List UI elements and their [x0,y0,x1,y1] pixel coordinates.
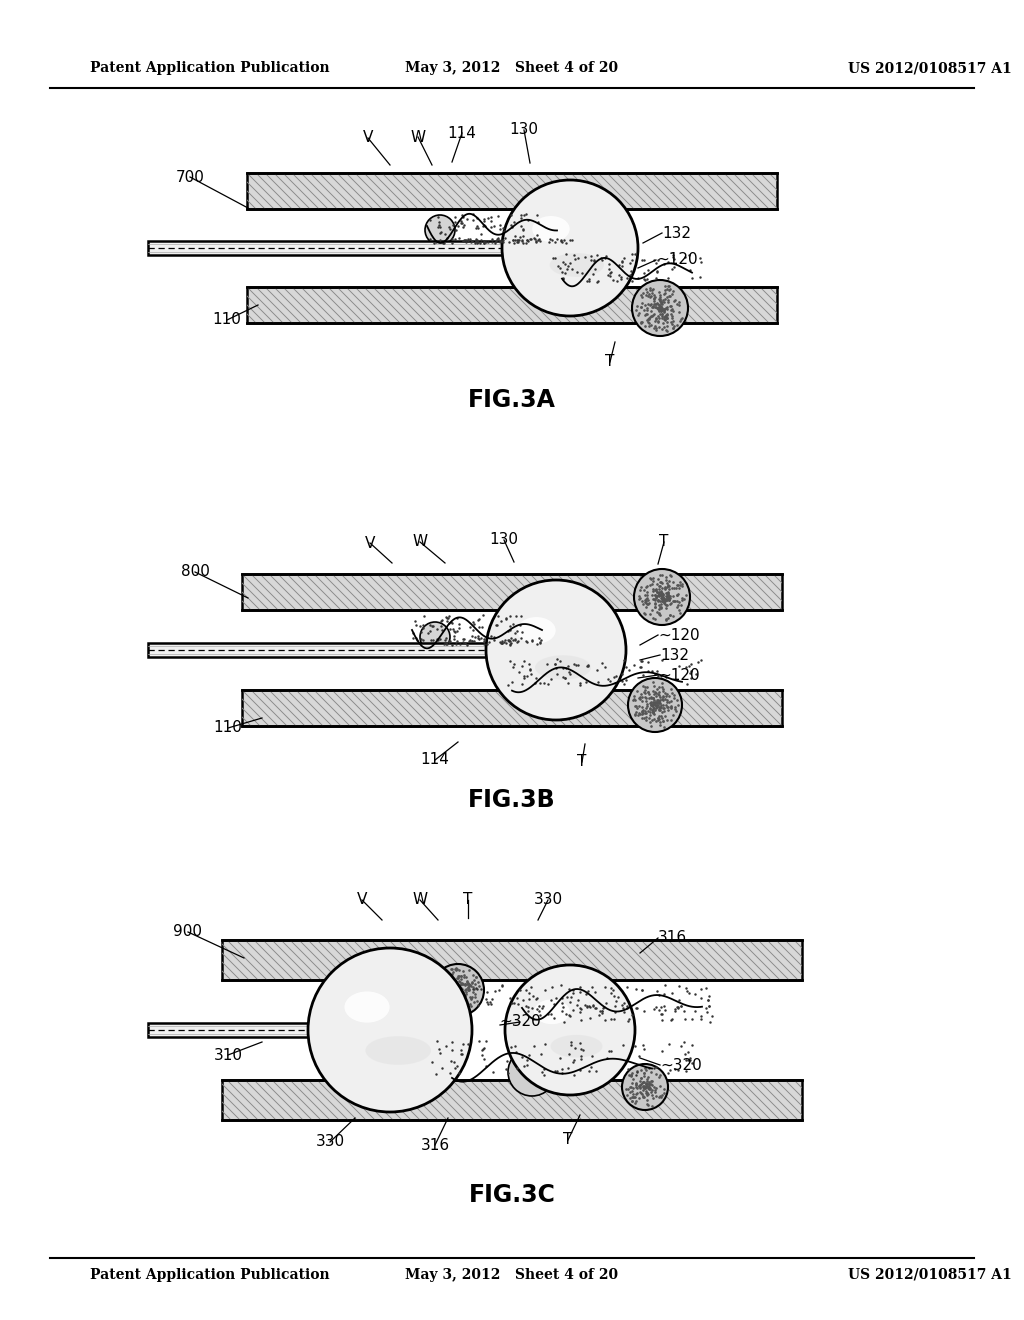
Text: FIG.3A: FIG.3A [468,388,556,412]
Ellipse shape [502,180,638,315]
Text: 110: 110 [214,721,243,735]
Text: 316: 316 [658,931,687,945]
Text: 132: 132 [660,648,689,663]
Bar [222,1080,802,1119]
Bar [242,574,782,610]
Text: W: W [413,535,428,549]
Bar [247,173,777,209]
Text: V: V [362,131,373,145]
Circle shape [525,660,569,704]
Text: W: W [411,129,426,144]
Ellipse shape [344,991,389,1023]
Ellipse shape [535,655,591,680]
Circle shape [622,1064,668,1110]
Text: T: T [463,892,473,908]
Text: T: T [578,755,587,770]
Text: 130: 130 [510,123,539,137]
Text: ~320: ~320 [660,1057,701,1072]
Text: 900: 900 [173,924,203,940]
Circle shape [560,253,604,298]
Text: May 3, 2012   Sheet 4 of 20: May 3, 2012 Sheet 4 of 20 [406,1269,618,1282]
Bar [148,643,556,657]
Circle shape [634,569,690,624]
Text: W: W [413,892,428,908]
Text: 132: 132 [662,226,691,240]
Text: 130: 130 [489,532,518,548]
Bar [148,242,570,255]
Ellipse shape [551,1035,602,1057]
Ellipse shape [366,1036,431,1065]
Bar [222,940,802,979]
Text: V: V [356,892,368,908]
Text: 700: 700 [175,169,205,185]
Text: ~120: ~120 [658,627,699,643]
Text: ~320: ~320 [499,1015,541,1030]
Text: 330: 330 [534,892,562,908]
Circle shape [508,1048,556,1096]
Text: May 3, 2012   Sheet 4 of 20: May 3, 2012 Sheet 4 of 20 [406,61,618,75]
Ellipse shape [505,965,635,1096]
Bar [247,286,777,323]
Bar [242,574,782,610]
Bar [148,1023,420,1038]
Circle shape [632,280,688,337]
Ellipse shape [534,999,569,1024]
Bar [222,1080,802,1119]
Ellipse shape [486,579,626,719]
Bar [242,690,782,726]
Bar [247,173,777,209]
Bar [242,690,782,726]
Text: ~120: ~120 [658,668,699,682]
Bar [247,286,777,323]
Text: T: T [563,1133,572,1147]
Ellipse shape [308,948,472,1111]
Text: Patent Application Publication: Patent Application Publication [90,61,330,75]
Text: 110: 110 [213,313,242,327]
Text: 114: 114 [421,752,450,767]
Text: 310: 310 [213,1048,243,1063]
Circle shape [432,964,484,1016]
Circle shape [425,215,455,246]
Text: ~120: ~120 [656,252,697,268]
Ellipse shape [550,253,604,277]
Text: 316: 316 [421,1138,450,1152]
Text: FIG.3B: FIG.3B [468,788,556,812]
Text: T: T [605,355,614,370]
Text: 330: 330 [315,1134,344,1150]
Text: Patent Application Publication: Patent Application Publication [90,1269,330,1282]
Ellipse shape [517,618,556,644]
Text: 800: 800 [180,565,210,579]
Ellipse shape [532,216,569,242]
Text: FIG.3C: FIG.3C [469,1183,555,1206]
Text: US 2012/0108517 A1: US 2012/0108517 A1 [848,1269,1012,1282]
Circle shape [628,678,682,733]
Text: T: T [659,535,669,549]
Text: US 2012/0108517 A1: US 2012/0108517 A1 [848,61,1012,75]
Text: 114: 114 [447,125,476,140]
Text: V: V [365,536,375,550]
Bar [222,940,802,979]
Circle shape [420,622,450,652]
